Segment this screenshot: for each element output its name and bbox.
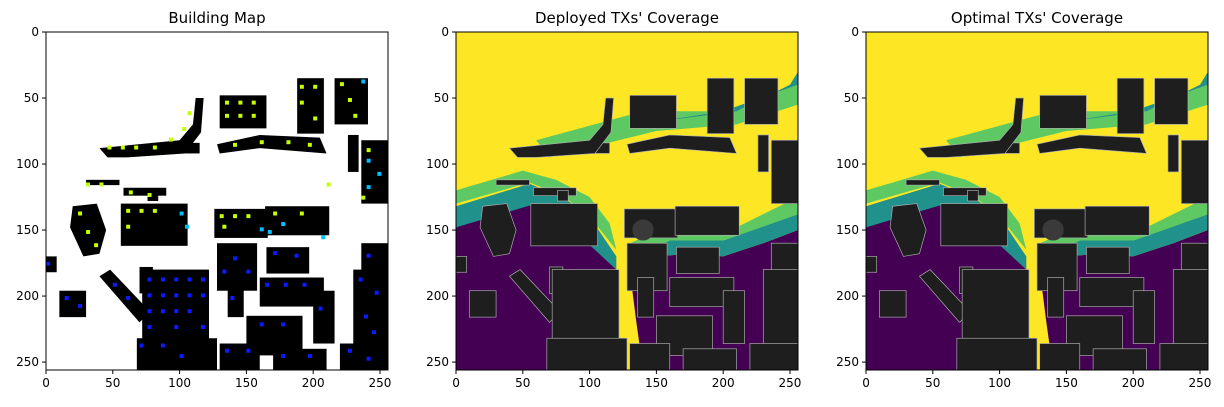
y-tick-label: 200 [426, 289, 449, 303]
x-tick-label: 150 [645, 376, 668, 390]
y-tick-label: 150 [16, 223, 39, 237]
x-tick-label: 50 [105, 376, 120, 390]
y-tick-label: 150 [836, 223, 859, 237]
x-tick-label: 100 [168, 376, 191, 390]
y-tick-label: 0 [851, 25, 859, 39]
x-tick-label: 250 [1189, 376, 1212, 390]
tx-markers-cyan [179, 79, 382, 240]
y-tick-label: 250 [426, 355, 449, 369]
y-tick-label: 100 [426, 157, 449, 171]
x-tick-label: 150 [235, 376, 258, 390]
x-tick-label: 250 [369, 376, 392, 390]
x-tick-label: 150 [1055, 376, 1078, 390]
x-tick-label: 50 [515, 376, 530, 390]
x-tick-label: 100 [578, 376, 601, 390]
y-tick-label: 250 [16, 355, 39, 369]
x-axis: 0 50 100 150 200 250 [42, 370, 391, 390]
y-tick-label: 0 [31, 25, 39, 39]
heatmap-image [46, 32, 389, 370]
y-tick-label: 50 [24, 91, 39, 105]
y-tick-label: 250 [836, 355, 859, 369]
y-tick-label: 50 [434, 91, 449, 105]
x-axis: 0 50 100 150 200 250 [452, 370, 801, 390]
panel-building-map: Building Map [16, 9, 391, 390]
plot-frame [865, 31, 1209, 371]
y-tick-label: 100 [16, 157, 39, 171]
x-tick-label: 0 [862, 376, 870, 390]
y-tick-label: 50 [844, 91, 859, 105]
heatmap-image [865, 32, 1209, 371]
y-tick-label: 200 [836, 289, 859, 303]
y-axis: 0 50 100 150 200 250 [16, 25, 46, 369]
plot-frame [455, 31, 799, 371]
panel-deployed-coverage: Deployed TXs' Coverage 0 50 100 150 20 [426, 9, 801, 390]
panel-optimal-coverage: Optimal TXs' Coverage 0 50 100 150 200 250 0 5… [836, 9, 1211, 390]
x-tick-label: 100 [988, 376, 1011, 390]
chart-title: Optimal TXs' Coverage [951, 9, 1123, 27]
x-tick-label: 200 [1122, 376, 1145, 390]
x-tick-label: 250 [779, 376, 802, 390]
tx-markers-blue [46, 251, 379, 361]
y-tick-label: 150 [426, 223, 449, 237]
x-tick-label: 200 [302, 376, 325, 390]
chart-title: Deployed TXs' Coverage [535, 9, 719, 27]
plot-frame [45, 31, 389, 371]
heatmap-image [455, 32, 799, 371]
x-tick-label: 0 [42, 376, 50, 390]
x-tick-label: 50 [925, 376, 940, 390]
tx-markers-green [78, 82, 371, 248]
y-tick-label: 200 [16, 289, 39, 303]
y-axis: 0 50 100 150 200 250 [426, 25, 456, 369]
y-tick-label: 100 [836, 157, 859, 171]
chart-title: Building Map [168, 9, 265, 27]
y-tick-label: 0 [441, 25, 449, 39]
y-axis: 0 50 100 150 200 250 [836, 25, 866, 369]
x-tick-label: 200 [712, 376, 735, 390]
x-tick-label: 0 [452, 376, 460, 390]
x-axis: 0 50 100 150 200 250 [862, 370, 1211, 390]
